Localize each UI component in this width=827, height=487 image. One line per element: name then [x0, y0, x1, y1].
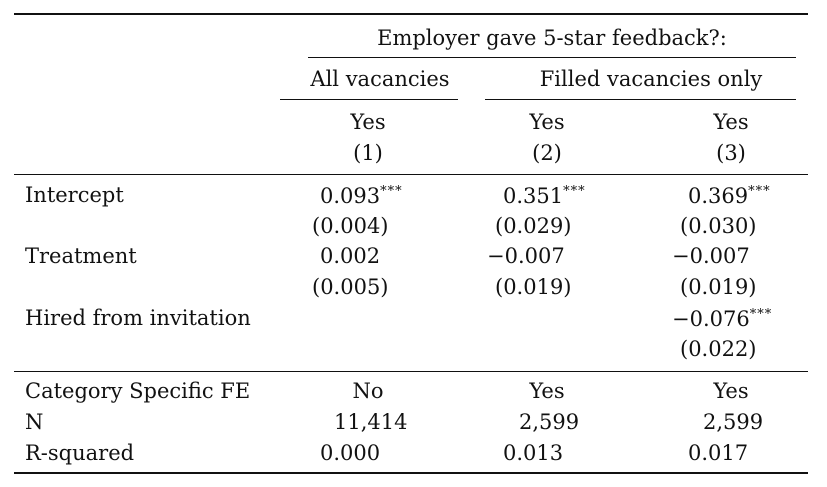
- fe-value-1: No: [352, 379, 384, 403]
- treatment-se-3: (0.019): [680, 275, 757, 299]
- intercept-se-3: (0.030): [680, 214, 757, 238]
- column-3-number: (3): [716, 141, 746, 165]
- significance-stars: ***: [749, 307, 773, 322]
- spanner-header: Employer gave 5-star feedback?:: [377, 26, 727, 50]
- n-value-2: 2,599: [519, 410, 580, 434]
- row-label-category-fe: Category Specific FE: [25, 379, 251, 403]
- row-label-hired-from-invitation: Hired from invitation: [25, 306, 251, 330]
- group-filled-rule: [485, 99, 796, 100]
- treatment-se-2: (0.019): [495, 275, 572, 299]
- row-label-r-squared: R-squared: [25, 441, 135, 465]
- top-rule: [14, 13, 808, 15]
- treatment-se-1: (0.005): [312, 275, 389, 299]
- significance-stars: ***: [748, 184, 771, 199]
- coef-value: 0.093: [320, 184, 381, 208]
- hired-se-3: (0.022): [680, 337, 757, 361]
- column-2-outcome: Yes: [529, 110, 565, 134]
- header-bottom-rule: [14, 174, 808, 175]
- bottom-rule: [14, 472, 808, 474]
- significance-stars: ***: [380, 184, 403, 199]
- column-1-outcome: Yes: [350, 110, 386, 134]
- group-all-rule: [280, 99, 458, 100]
- row-label-intercept: Intercept: [25, 183, 124, 207]
- intercept-se-1: (0.004): [312, 214, 389, 238]
- fe-value-2: Yes: [529, 379, 565, 403]
- stats-top-rule: [14, 371, 808, 372]
- row-label-treatment: Treatment: [25, 244, 137, 268]
- spanner-rule: [308, 57, 796, 58]
- group-header-filled-vacancies: Filled vacancies only: [539, 67, 763, 91]
- row-label-n: N: [25, 410, 44, 434]
- coef-value: 0.351: [503, 184, 564, 208]
- intercept-coef-3: 0.369***: [688, 185, 771, 207]
- n-value-3: 2,599: [703, 410, 764, 434]
- treatment-coef-2: −0.007: [487, 244, 565, 268]
- coef-value: 0.369: [688, 184, 749, 208]
- column-1-number: (1): [353, 141, 383, 165]
- treatment-coef-3: −0.007: [672, 244, 750, 268]
- r2-value-2: 0.013: [503, 441, 564, 465]
- intercept-coef-1: 0.093***: [320, 185, 403, 207]
- treatment-coef-1: 0.002: [320, 244, 381, 268]
- column-2-number: (2): [532, 141, 562, 165]
- n-value-1: 11,414: [334, 410, 408, 434]
- r2-value-3: 0.017: [688, 441, 749, 465]
- hired-coef-3: −0.076***: [672, 308, 772, 330]
- fe-value-3: Yes: [713, 379, 749, 403]
- intercept-se-2: (0.029): [495, 214, 572, 238]
- intercept-coef-2: 0.351***: [503, 185, 586, 207]
- r2-value-1: 0.000: [320, 441, 381, 465]
- group-header-all-vacancies: All vacancies: [310, 67, 450, 91]
- column-3-outcome: Yes: [713, 110, 749, 134]
- coef-value: −0.076: [672, 307, 750, 331]
- significance-stars: ***: [563, 184, 586, 199]
